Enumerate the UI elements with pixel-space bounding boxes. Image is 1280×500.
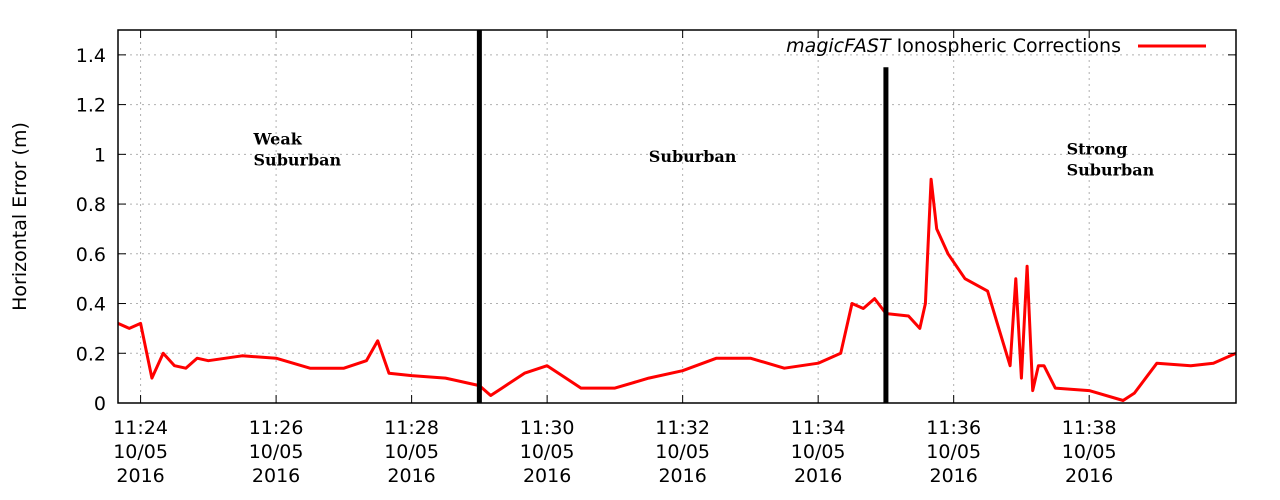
region-label: Weak Suburban	[253, 129, 342, 169]
x-tick-label-line: 10/05	[926, 441, 981, 463]
x-tick-label: 11:36 10/05 2016	[926, 417, 981, 487]
x-tick-label: 11:32 10/05 2016	[655, 417, 710, 487]
x-tick-label-line: 11:36	[926, 417, 981, 439]
x-tick-label-line: 11:26	[249, 417, 304, 439]
y-tick-label: 0	[94, 393, 106, 415]
x-tick-label: 11:34 10/05 2016	[791, 417, 846, 487]
y-tick-label: 1	[94, 144, 106, 166]
region-label-line: Strong	[1067, 139, 1128, 158]
grid	[118, 30, 1236, 403]
x-tick-label-line: 11:24	[113, 417, 168, 439]
x-tick-label-line: 10/05	[384, 441, 439, 463]
y-tick-label: 1.2	[76, 95, 106, 117]
x-tick-label-line: 10/05	[1062, 441, 1117, 463]
region-label-line: Suburban	[254, 150, 342, 169]
x-tick-label-line: 2016	[929, 465, 977, 487]
y-tick-label: 0.4	[76, 294, 106, 316]
region-label-line: Weak	[253, 129, 303, 148]
region-label: Suburban	[649, 147, 737, 166]
legend-label-rest: Ionospheric Corrections	[891, 35, 1121, 57]
x-tick-label-line: 10/05	[791, 441, 846, 463]
x-tick-label-line: 11:38	[1062, 417, 1117, 439]
x-tick-label-line: 2016	[794, 465, 842, 487]
y-tick-label: 0.6	[76, 244, 106, 266]
x-tick-label-line: 2016	[387, 465, 435, 487]
x-tick-label-line: 10/05	[249, 441, 304, 463]
x-tick-label-line: 10/05	[520, 441, 575, 463]
y-axis-label: Horizontal Error (m)	[9, 122, 31, 311]
series-line	[117, 177, 1237, 402]
y-tick-label: 1.4	[76, 45, 106, 67]
x-tick-label-line: 2016	[523, 465, 571, 487]
x-tick-label: 11:24 10/05 2016	[113, 417, 168, 487]
x-tick-label: 11:28 10/05 2016	[384, 417, 439, 487]
x-tick-label-line: 11:28	[384, 417, 439, 439]
x-tick-label-line: 2016	[116, 465, 164, 487]
legend: magicFAST Ionospheric Corrections	[786, 35, 1206, 57]
region-label: Strong Suburban	[1067, 139, 1155, 179]
region-label-line: Suburban	[649, 147, 737, 166]
legend-label: magicFAST Ionospheric Corrections	[786, 35, 1121, 57]
region-annotations: Weak Suburban Suburban Strong Suburban	[253, 129, 1155, 179]
region-label-line: Suburban	[1067, 160, 1155, 179]
x-tick-label-line: 10/05	[113, 441, 168, 463]
x-tick-label-line: 11:30	[520, 417, 575, 439]
y-tick-label: 0.8	[76, 194, 106, 216]
region-dividers	[476, 30, 889, 403]
x-tick-label-line: 2016	[252, 465, 300, 487]
x-tick-label-line: 10/05	[655, 441, 710, 463]
x-tick-label: 11:26 10/05 2016	[249, 417, 304, 487]
x-tick-label-line: 2016	[658, 465, 706, 487]
x-tick-label: 11:38 10/05 2016	[1062, 417, 1117, 487]
legend-label-italic: magicFAST	[786, 35, 892, 57]
x-tick-label-line: 2016	[1065, 465, 1113, 487]
y-tick-label: 0.2	[76, 343, 106, 365]
series-layer	[117, 177, 1237, 402]
x-tick-label-line: 11:34	[791, 417, 846, 439]
plot-frame	[117, 29, 1237, 404]
x-tick-label-line: 11:32	[655, 417, 710, 439]
x-tick-label: 11:30 10/05 2016	[520, 417, 575, 487]
